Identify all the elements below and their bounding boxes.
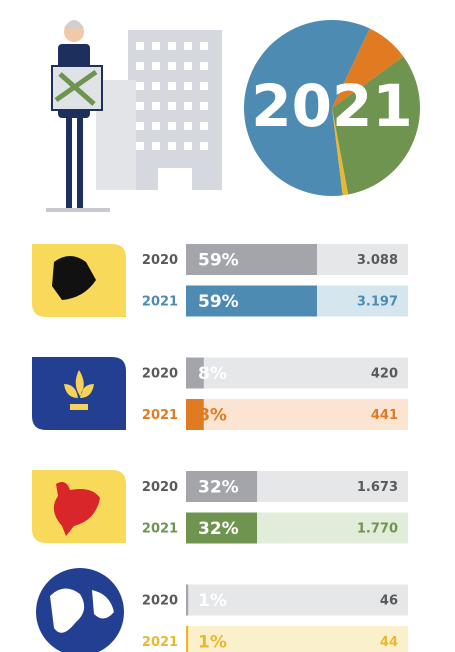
year-label: 2020 bbox=[142, 480, 178, 495]
year-label: 2021 bbox=[142, 408, 178, 423]
percent-label: 1% bbox=[198, 591, 227, 611]
bar bbox=[186, 512, 258, 544]
year-label: 2020 bbox=[142, 253, 178, 268]
count-label: 3.197 bbox=[357, 295, 398, 310]
bar-track bbox=[186, 626, 408, 652]
count-label: 441 bbox=[371, 408, 398, 423]
pie-slice bbox=[244, 19, 370, 196]
year-label: 2021 bbox=[142, 522, 178, 537]
bar bbox=[186, 584, 189, 616]
percent-label: 8% bbox=[198, 364, 227, 384]
count-label: 1.770 bbox=[357, 522, 398, 537]
pie-title: 2021 bbox=[251, 72, 412, 140]
count-label: 46 bbox=[380, 594, 398, 609]
percent-label: 59% bbox=[198, 292, 239, 312]
flag-flanders bbox=[32, 244, 126, 317]
bar bbox=[186, 399, 204, 430]
bar-track bbox=[186, 357, 408, 389]
globe bbox=[36, 568, 124, 652]
percent-label: 8% bbox=[198, 406, 227, 426]
bar bbox=[186, 626, 189, 652]
count-label: 3.088 bbox=[357, 253, 398, 268]
person bbox=[51, 20, 103, 208]
count-label: 44 bbox=[380, 635, 398, 650]
percent-label: 1% bbox=[198, 633, 227, 652]
bar bbox=[186, 285, 317, 317]
bar-track bbox=[186, 399, 408, 430]
pie-slice bbox=[332, 28, 404, 109]
pie-slice bbox=[332, 108, 349, 196]
flag-brussels bbox=[32, 357, 126, 430]
bar bbox=[186, 244, 317, 275]
flag-wallonia bbox=[32, 470, 126, 543]
pie-slice bbox=[332, 56, 421, 195]
bar-track bbox=[186, 584, 408, 616]
year-label: 2021 bbox=[142, 295, 178, 310]
building bbox=[46, 30, 222, 212]
count-label: 1.673 bbox=[357, 480, 398, 495]
year-label: 2021 bbox=[142, 635, 178, 650]
year-label: 2020 bbox=[142, 367, 178, 382]
percent-label: 32% bbox=[198, 519, 239, 539]
year-label: 2020 bbox=[142, 594, 178, 609]
bar bbox=[186, 357, 204, 389]
percent-label: 32% bbox=[198, 478, 239, 498]
bar bbox=[186, 471, 258, 502]
percent-label: 59% bbox=[198, 251, 239, 271]
count-label: 420 bbox=[371, 367, 398, 382]
